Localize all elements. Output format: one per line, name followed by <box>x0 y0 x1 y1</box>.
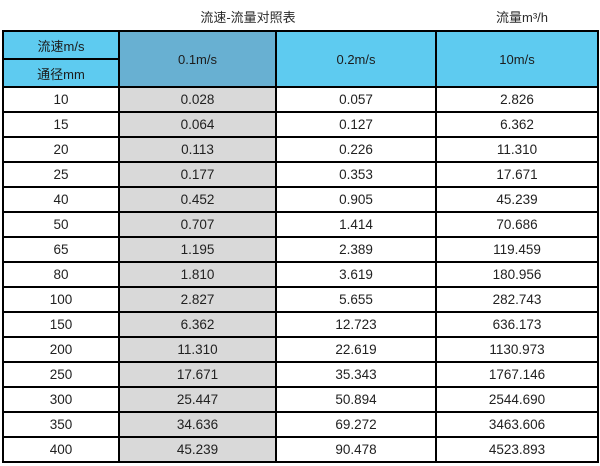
table-row: 65 1.195 2.389 119.459 <box>2 236 599 263</box>
value-cell: 0.177 <box>118 161 277 188</box>
table-row: 150 6.362 12.723 636.173 <box>2 311 599 338</box>
value-cell: 90.478 <box>275 436 437 463</box>
table-row: 350 34.636 69.272 3463.606 <box>2 411 599 438</box>
value-cell: 11.310 <box>118 336 277 363</box>
table-row: 10 0.028 0.057 2.826 <box>2 86 599 113</box>
table-body: 10 0.028 0.057 2.826 15 0.064 0.127 6.362 20 0.11… <box>2 86 599 463</box>
value-cell: 3.619 <box>275 261 437 288</box>
value-cell: 0.707 <box>118 211 277 238</box>
value-cell: 1.195 <box>118 236 277 263</box>
value-cell: 0.028 <box>118 86 277 113</box>
value-cell: 0.452 <box>118 186 277 213</box>
diameter-cell: 20 <box>2 136 120 163</box>
value-cell: 6.362 <box>435 111 599 138</box>
column-header-10ms: 10m/s <box>435 30 599 88</box>
diameter-cell: 40 <box>2 186 120 213</box>
flow-rate-table: 流速m/s 0.1m/s 0.2m/s 10m/s 通径mm 10 0.028 0.… <box>2 30 599 463</box>
value-cell: 0.064 <box>118 111 277 138</box>
value-cell: 69.272 <box>275 411 437 438</box>
table-row: 15 0.064 0.127 6.362 <box>2 111 599 138</box>
value-cell: 0.226 <box>275 136 437 163</box>
value-cell: 1.414 <box>275 211 437 238</box>
diameter-cell: 80 <box>2 261 120 288</box>
value-cell: 2.389 <box>275 236 437 263</box>
table-row: 300 25.447 50.894 2544.690 <box>2 386 599 413</box>
diameter-cell: 200 <box>2 336 120 363</box>
diameter-cell: 25 <box>2 161 120 188</box>
value-cell: 17.671 <box>435 161 599 188</box>
header-row-top: 流速m/s 0.1m/s 0.2m/s 10m/s <box>2 30 599 88</box>
table-row: 50 0.707 1.414 70.686 <box>2 211 599 238</box>
table-row: 40 0.452 0.905 45.239 <box>2 186 599 213</box>
table-row: 100 2.827 5.655 282.743 <box>2 286 599 313</box>
column-header-0.2ms: 0.2m/s <box>275 30 437 88</box>
value-cell: 50.894 <box>275 386 437 413</box>
value-cell: 2544.690 <box>435 386 599 413</box>
diameter-cell: 350 <box>2 411 120 438</box>
value-cell: 25.447 <box>118 386 277 413</box>
table-row: 20 0.113 0.226 11.310 <box>2 136 599 163</box>
value-cell: 1.810 <box>118 261 277 288</box>
value-cell: 0.127 <box>275 111 437 138</box>
diameter-cell: 150 <box>2 311 120 338</box>
value-cell: 2.827 <box>118 286 277 313</box>
value-cell: 11.310 <box>435 136 599 163</box>
table-row: 200 11.310 22.619 1130.973 <box>2 336 599 363</box>
column-header-0.1ms: 0.1m/s <box>118 30 277 88</box>
value-cell: 45.239 <box>118 436 277 463</box>
diameter-cell: 10 <box>2 86 120 113</box>
value-cell: 1130.973 <box>435 336 599 363</box>
diameter-cell: 300 <box>2 386 120 413</box>
value-cell: 5.655 <box>275 286 437 313</box>
value-cell: 6.362 <box>118 311 277 338</box>
table-row: 25 0.177 0.353 17.671 <box>2 161 599 188</box>
value-cell: 34.636 <box>118 411 277 438</box>
value-cell: 180.956 <box>435 261 599 288</box>
diameter-cell: 65 <box>2 236 120 263</box>
table-row: 80 1.810 3.619 180.956 <box>2 261 599 288</box>
value-cell: 0.353 <box>275 161 437 188</box>
value-cell: 2.826 <box>435 86 599 113</box>
value-cell: 4523.893 <box>435 436 599 463</box>
value-cell: 35.343 <box>275 361 437 388</box>
value-cell: 17.671 <box>118 361 277 388</box>
diameter-cell: 400 <box>2 436 120 463</box>
diameter-cell: 50 <box>2 211 120 238</box>
diameter-cell: 100 <box>2 286 120 313</box>
value-cell: 22.619 <box>275 336 437 363</box>
table-row: 400 45.239 90.478 4523.893 <box>2 436 599 463</box>
value-cell: 3463.606 <box>435 411 599 438</box>
header-row-bottom: 通径mm <box>2 58 598 88</box>
value-cell: 282.743 <box>435 286 599 313</box>
value-cell: 45.239 <box>435 186 599 213</box>
value-cell: 0.113 <box>118 136 277 163</box>
value-cell: 0.057 <box>275 86 437 113</box>
corner-cell-diameter: 通径mm <box>2 58 120 88</box>
table-title: 流速-流量对照表 <box>200 10 296 25</box>
value-cell: 0.905 <box>275 186 437 213</box>
table-header: 流速m/s 0.1m/s 0.2m/s 10m/s 通径mm <box>2 30 599 88</box>
value-cell: 70.686 <box>435 211 599 238</box>
corner-cell-velocity: 流速m/s <box>2 30 120 60</box>
value-cell: 636.173 <box>435 311 599 338</box>
caption-row: 流速-流量对照表 流量m³/h <box>0 0 600 30</box>
value-cell: 12.723 <box>275 311 437 338</box>
diameter-cell: 15 <box>2 111 120 138</box>
diameter-cell: 250 <box>2 361 120 388</box>
value-cell: 1767.146 <box>435 361 599 388</box>
value-cell: 119.459 <box>435 236 599 263</box>
unit-label: 流量m³/h <box>495 10 549 25</box>
table-row: 250 17.671 35.343 1767.146 <box>2 361 599 388</box>
